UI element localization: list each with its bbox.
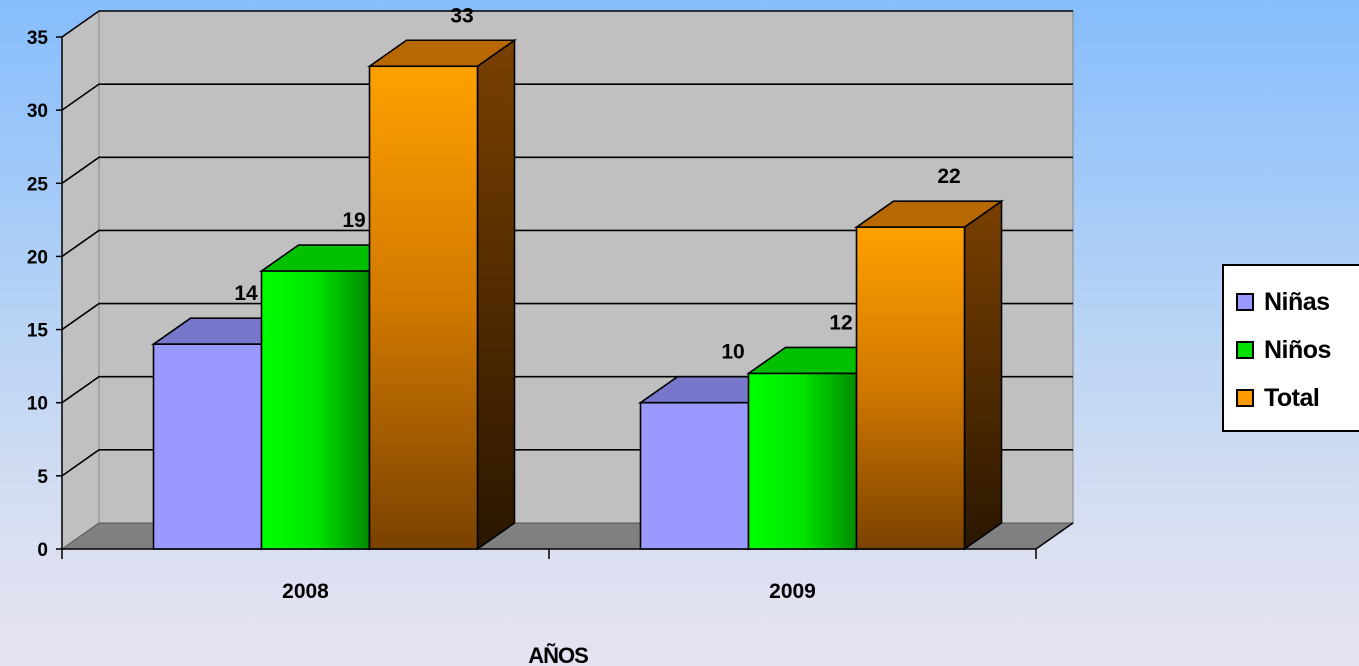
bar-front — [368, 65, 479, 550]
y-tick-label: 15 — [27, 321, 49, 342]
bar-front — [152, 343, 263, 550]
floor-edge — [1035, 522, 1074, 550]
gridline — [61, 302, 1073, 331]
y-tick-label: 25 — [27, 174, 49, 195]
gridlines — [61, 10, 1073, 477]
gridline — [61, 156, 1073, 184]
gridline — [61, 229, 1073, 258]
legend-swatch — [1236, 389, 1254, 407]
data-labels: 14 19 33 10 12 22 — [234, 4, 960, 363]
gridline — [61, 83, 1073, 111]
data-label: 22 — [937, 165, 960, 188]
y-tick-label: 30 — [27, 101, 48, 122]
legend-item: Niñas — [1236, 278, 1359, 326]
data-label: 19 — [342, 209, 365, 232]
gridline — [61, 10, 1073, 38]
legend-label: Niñas — [1264, 287, 1330, 316]
x-tick-label: 2009 — [769, 580, 816, 603]
data-label: 14 — [234, 282, 258, 305]
data-label: 33 — [450, 4, 473, 27]
data-label: 10 — [721, 341, 744, 364]
bar-front — [639, 401, 750, 550]
bars — [150, 38, 1005, 551]
bar-front — [747, 372, 858, 550]
y-tick-label: 20 — [27, 247, 48, 268]
legend-item: Total — [1236, 374, 1359, 422]
side-wall — [61, 10, 100, 550]
x-tick-label: 2008 — [282, 580, 329, 603]
bar-side — [476, 38, 516, 551]
y-tick-label: 35 — [27, 28, 49, 49]
y-tick-label: 5 — [37, 467, 48, 488]
legend-label: Total — [1264, 383, 1320, 412]
y-tick-label: 10 — [27, 394, 48, 415]
legend: Niñas Niños Total — [1222, 264, 1359, 432]
legend-item: Niños — [1236, 326, 1359, 374]
bar-front — [260, 270, 371, 550]
x-axis-title: AÑOS — [528, 643, 588, 666]
data-label: 12 — [829, 311, 852, 334]
bar-side — [963, 199, 1003, 551]
bar — [366, 38, 518, 551]
legend-swatch — [1236, 293, 1254, 311]
legend-label: Niños — [1264, 335, 1331, 364]
bar — [853, 199, 1005, 551]
legend-swatch — [1236, 341, 1254, 359]
y-tick-label: 0 — [37, 540, 48, 561]
bar-front — [855, 226, 966, 550]
